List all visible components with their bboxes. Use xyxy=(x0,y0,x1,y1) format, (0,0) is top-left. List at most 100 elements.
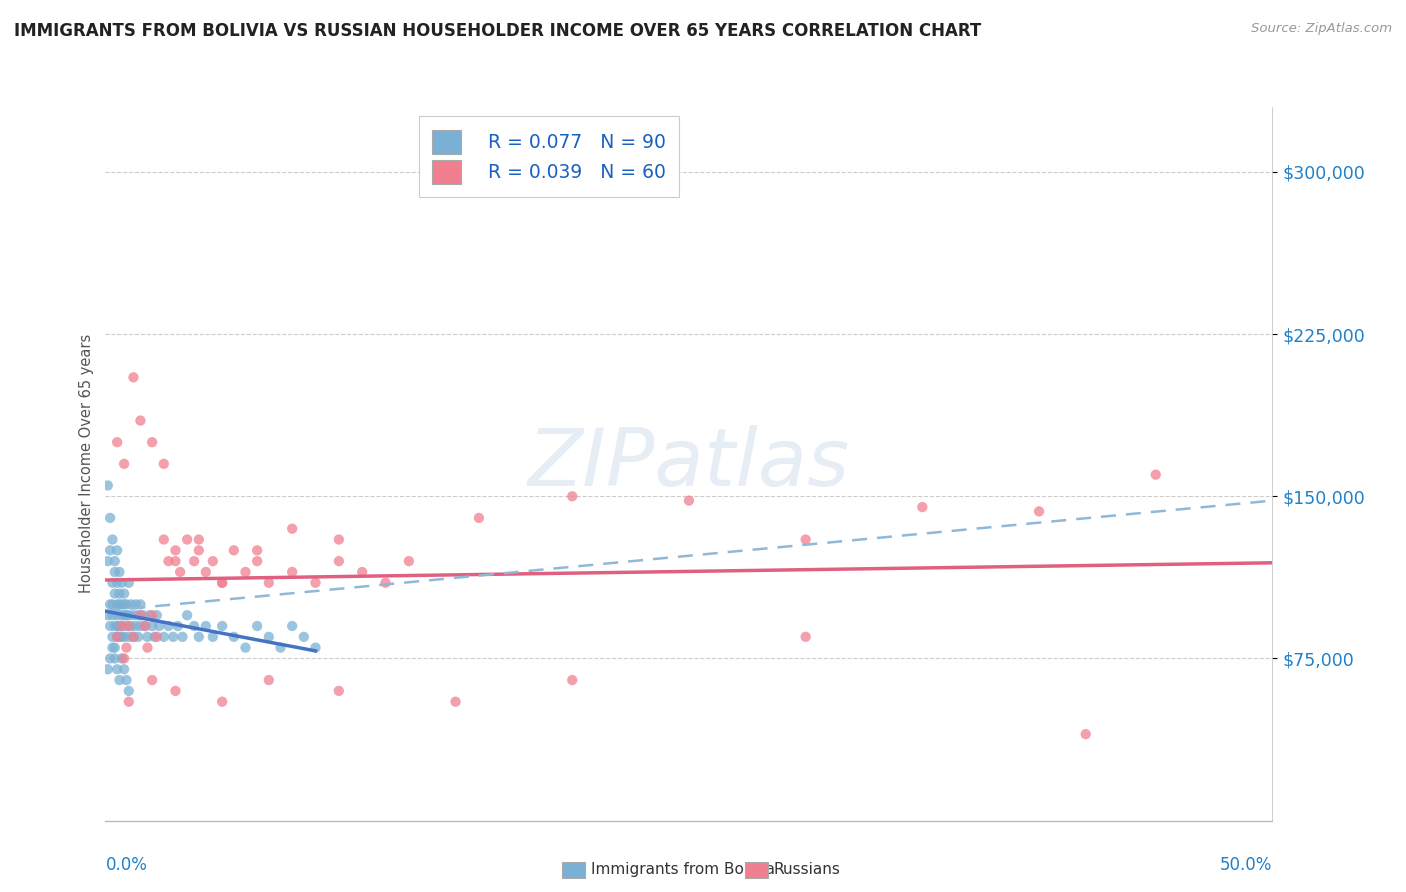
Point xyxy=(146,630,169,644)
Text: ZIPatlas: ZIPatlas xyxy=(527,425,851,503)
Point xyxy=(139,608,162,623)
Point xyxy=(143,630,166,644)
Point xyxy=(328,533,350,547)
Point xyxy=(136,630,159,644)
Point xyxy=(211,695,233,709)
Point xyxy=(98,598,121,612)
Point xyxy=(101,533,124,547)
Point xyxy=(104,554,127,568)
Point xyxy=(328,684,350,698)
Point xyxy=(122,630,145,644)
Point xyxy=(108,619,131,633)
Point xyxy=(118,575,141,590)
Point xyxy=(115,673,138,687)
Point xyxy=(104,565,127,579)
Point xyxy=(105,630,128,644)
Point xyxy=(794,630,817,644)
Point xyxy=(111,598,134,612)
Point xyxy=(101,608,124,623)
Point xyxy=(201,554,224,568)
Point xyxy=(118,619,141,633)
Point xyxy=(125,619,148,633)
Point xyxy=(97,478,120,492)
Point xyxy=(157,554,180,568)
Point xyxy=(129,414,152,428)
Point xyxy=(112,457,135,471)
Point xyxy=(678,493,700,508)
Point xyxy=(246,619,269,633)
Point xyxy=(468,511,491,525)
Point xyxy=(104,619,127,633)
Point xyxy=(115,640,138,655)
Point xyxy=(187,533,209,547)
Text: 0.0%: 0.0% xyxy=(105,856,148,874)
Point xyxy=(127,630,149,644)
Point xyxy=(101,598,124,612)
Point xyxy=(104,651,127,665)
Point xyxy=(398,554,420,568)
Point xyxy=(104,640,127,655)
Point xyxy=(101,640,124,655)
Point xyxy=(153,630,174,644)
Point xyxy=(98,619,121,633)
Point xyxy=(136,640,159,655)
Text: Source: ZipAtlas.com: Source: ZipAtlas.com xyxy=(1251,22,1392,36)
Point xyxy=(176,608,198,623)
Point xyxy=(352,565,374,579)
Point xyxy=(165,684,187,698)
Point xyxy=(115,598,138,612)
Text: Russians: Russians xyxy=(773,863,841,877)
Point xyxy=(104,586,127,600)
Point xyxy=(292,630,315,644)
Point xyxy=(222,543,245,558)
Point xyxy=(111,630,134,644)
Point xyxy=(105,662,128,676)
Point xyxy=(97,662,120,676)
Point xyxy=(98,511,121,525)
Point xyxy=(118,695,141,709)
Point xyxy=(129,608,152,623)
Point xyxy=(201,630,224,644)
Point xyxy=(118,608,141,623)
Point xyxy=(281,619,304,633)
Point xyxy=(97,554,120,568)
Point xyxy=(112,662,135,676)
Point xyxy=(115,619,138,633)
Point xyxy=(129,619,152,633)
Point xyxy=(115,608,138,623)
Point xyxy=(112,651,135,665)
Point xyxy=(246,554,269,568)
Point xyxy=(98,651,121,665)
Point xyxy=(129,598,152,612)
Point xyxy=(222,630,245,644)
Point xyxy=(257,630,280,644)
Point xyxy=(141,435,163,450)
Point xyxy=(281,565,304,579)
Point xyxy=(127,608,149,623)
Point xyxy=(111,651,134,665)
Point xyxy=(105,630,128,644)
Point xyxy=(257,575,280,590)
Point xyxy=(105,619,128,633)
Y-axis label: Householder Income Over 65 years: Householder Income Over 65 years xyxy=(79,334,94,593)
Point xyxy=(165,554,187,568)
Point xyxy=(1028,504,1050,518)
Point xyxy=(561,673,583,687)
Point xyxy=(122,608,145,623)
Point xyxy=(211,575,233,590)
Point xyxy=(141,619,163,633)
Point xyxy=(1144,467,1167,482)
Point xyxy=(122,370,145,384)
Point xyxy=(112,598,135,612)
Legend:   R = 0.077   N = 90,   R = 0.039   N = 60: R = 0.077 N = 90, R = 0.039 N = 60 xyxy=(419,117,679,197)
Point xyxy=(112,630,135,644)
Point xyxy=(187,543,209,558)
Point xyxy=(105,608,128,623)
Point xyxy=(112,608,135,623)
Point xyxy=(328,554,350,568)
Point xyxy=(108,565,131,579)
Point xyxy=(111,608,134,623)
Point xyxy=(101,575,124,590)
Point xyxy=(153,457,174,471)
Point xyxy=(108,630,131,644)
